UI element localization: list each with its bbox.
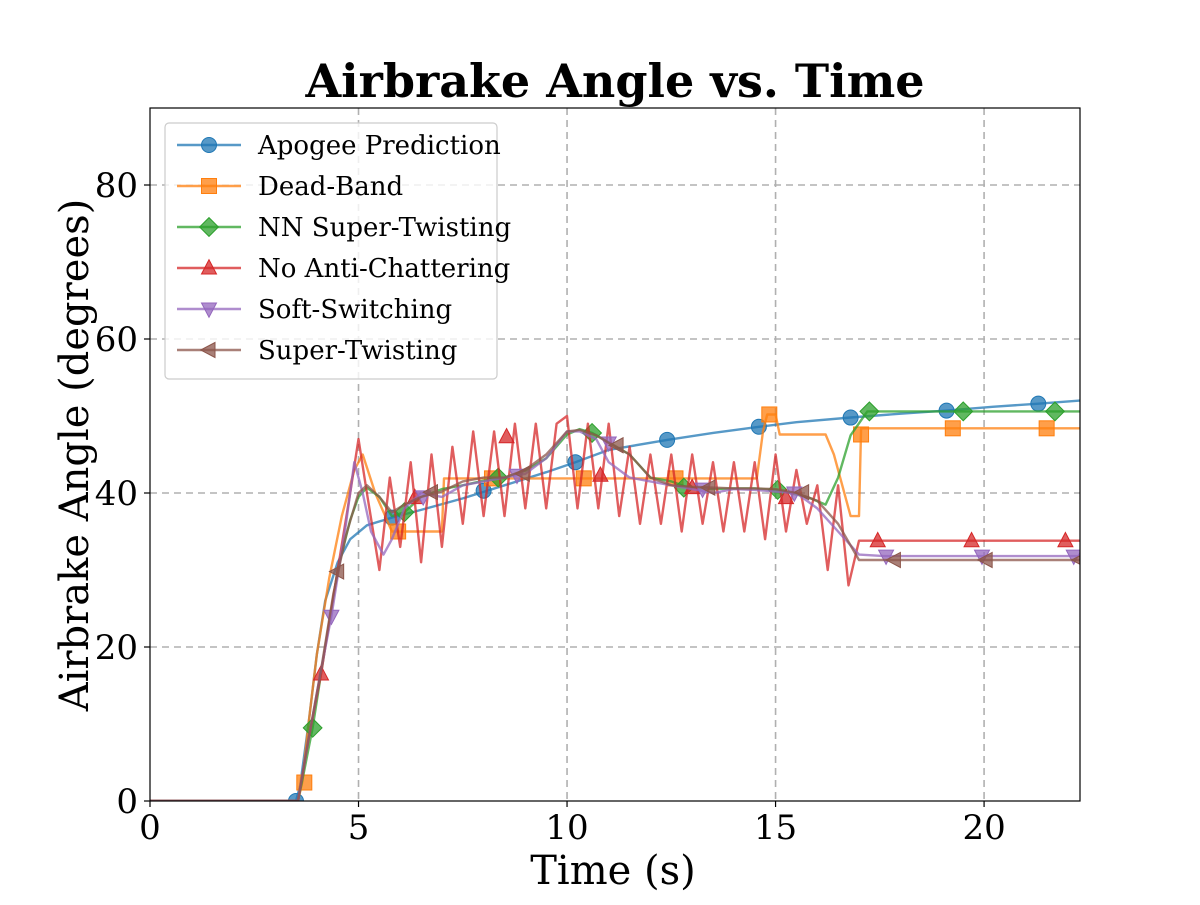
x-tick-label: 15	[754, 808, 797, 848]
legend: Apogee Prediction Dead-Band NN Super-Twist…	[164, 122, 511, 380]
data-point	[777, 488, 795, 505]
legend-label: NN Super-Twisting	[258, 213, 511, 243]
legend-marker	[200, 258, 218, 275]
data-point	[963, 531, 980, 548]
data-point	[498, 427, 515, 444]
x-axis-label: Time (s)	[530, 848, 696, 894]
legend-marker	[199, 341, 216, 359]
legend-box	[164, 122, 498, 380]
y-tick-label: 20	[95, 628, 138, 668]
x-tick-label: 0	[139, 808, 161, 848]
legend-marker	[200, 302, 218, 319]
data-point	[659, 431, 676, 448]
data-point	[869, 531, 887, 548]
legend-entry: Apogee Prediction	[177, 131, 501, 161]
data-point	[513, 465, 530, 483]
y-axis-label: Airbrake Angle (degrees)	[52, 199, 98, 713]
x-tick-label: 10	[545, 808, 588, 848]
data-point	[859, 401, 880, 422]
data-point	[302, 717, 323, 738]
legend-entry: Dead-Band	[177, 172, 403, 202]
data-point	[1070, 555, 1080, 565]
data-point	[853, 426, 870, 443]
legend-marker	[201, 137, 217, 153]
legend-entry: NN Super-Twisting	[177, 213, 511, 243]
legend-entry: No Anti-Chattering	[177, 254, 510, 284]
series-line	[150, 399, 1080, 801]
series-line	[150, 428, 1080, 801]
legend-entry: Soft-Switching	[177, 295, 452, 325]
legend-label: Soft-Switching	[258, 295, 452, 325]
data-point	[567, 454, 584, 471]
plot-frame	[149, 107, 1081, 802]
y-tick-label: 0	[116, 782, 138, 822]
series-line	[150, 430, 1080, 801]
series-line	[150, 414, 1080, 801]
data-point	[607, 436, 624, 454]
legend-label: Super-Twisting	[258, 336, 457, 366]
x-tick-label: 20	[962, 808, 1005, 848]
data-point	[761, 406, 778, 423]
series-1	[150, 395, 1080, 801]
legend-label: No Anti-Chattering	[258, 254, 510, 284]
legend-label: Dead-Band	[258, 172, 403, 202]
series-4	[150, 414, 1080, 801]
data-point	[699, 479, 716, 496]
data-point	[1044, 401, 1066, 422]
grid-layer	[150, 108, 1080, 801]
legend-label: Apogee Prediction	[257, 131, 501, 161]
legend-marker	[201, 178, 217, 194]
data-point	[1038, 420, 1055, 437]
data-point	[976, 551, 993, 569]
data-point	[1030, 395, 1047, 412]
legend-entry: Super-Twisting	[177, 336, 457, 366]
data-point	[1057, 531, 1074, 548]
data-point	[592, 465, 609, 482]
data-point	[842, 409, 859, 426]
series-6	[150, 428, 1080, 801]
chart-title: Airbrake Angle vs. Time	[304, 54, 924, 108]
y-tick-label: 80	[95, 166, 138, 206]
data-point	[422, 483, 439, 501]
data-point	[793, 483, 810, 501]
data-point	[944, 420, 961, 437]
tick-layer: 0 5 10 15 20 0 20 40 60 80	[95, 166, 1006, 848]
x-tick-label: 5	[348, 808, 370, 848]
series-layer	[150, 395, 1080, 801]
series-3	[150, 401, 1080, 801]
data-point	[328, 563, 345, 580]
data-point	[953, 401, 974, 422]
y-tick-label: 60	[95, 320, 138, 360]
data-point	[885, 551, 901, 569]
legend-marker	[198, 216, 220, 238]
y-tick-label: 40	[95, 474, 138, 514]
data-point	[575, 470, 592, 487]
data-point	[877, 549, 895, 566]
series-line	[150, 413, 1080, 801]
